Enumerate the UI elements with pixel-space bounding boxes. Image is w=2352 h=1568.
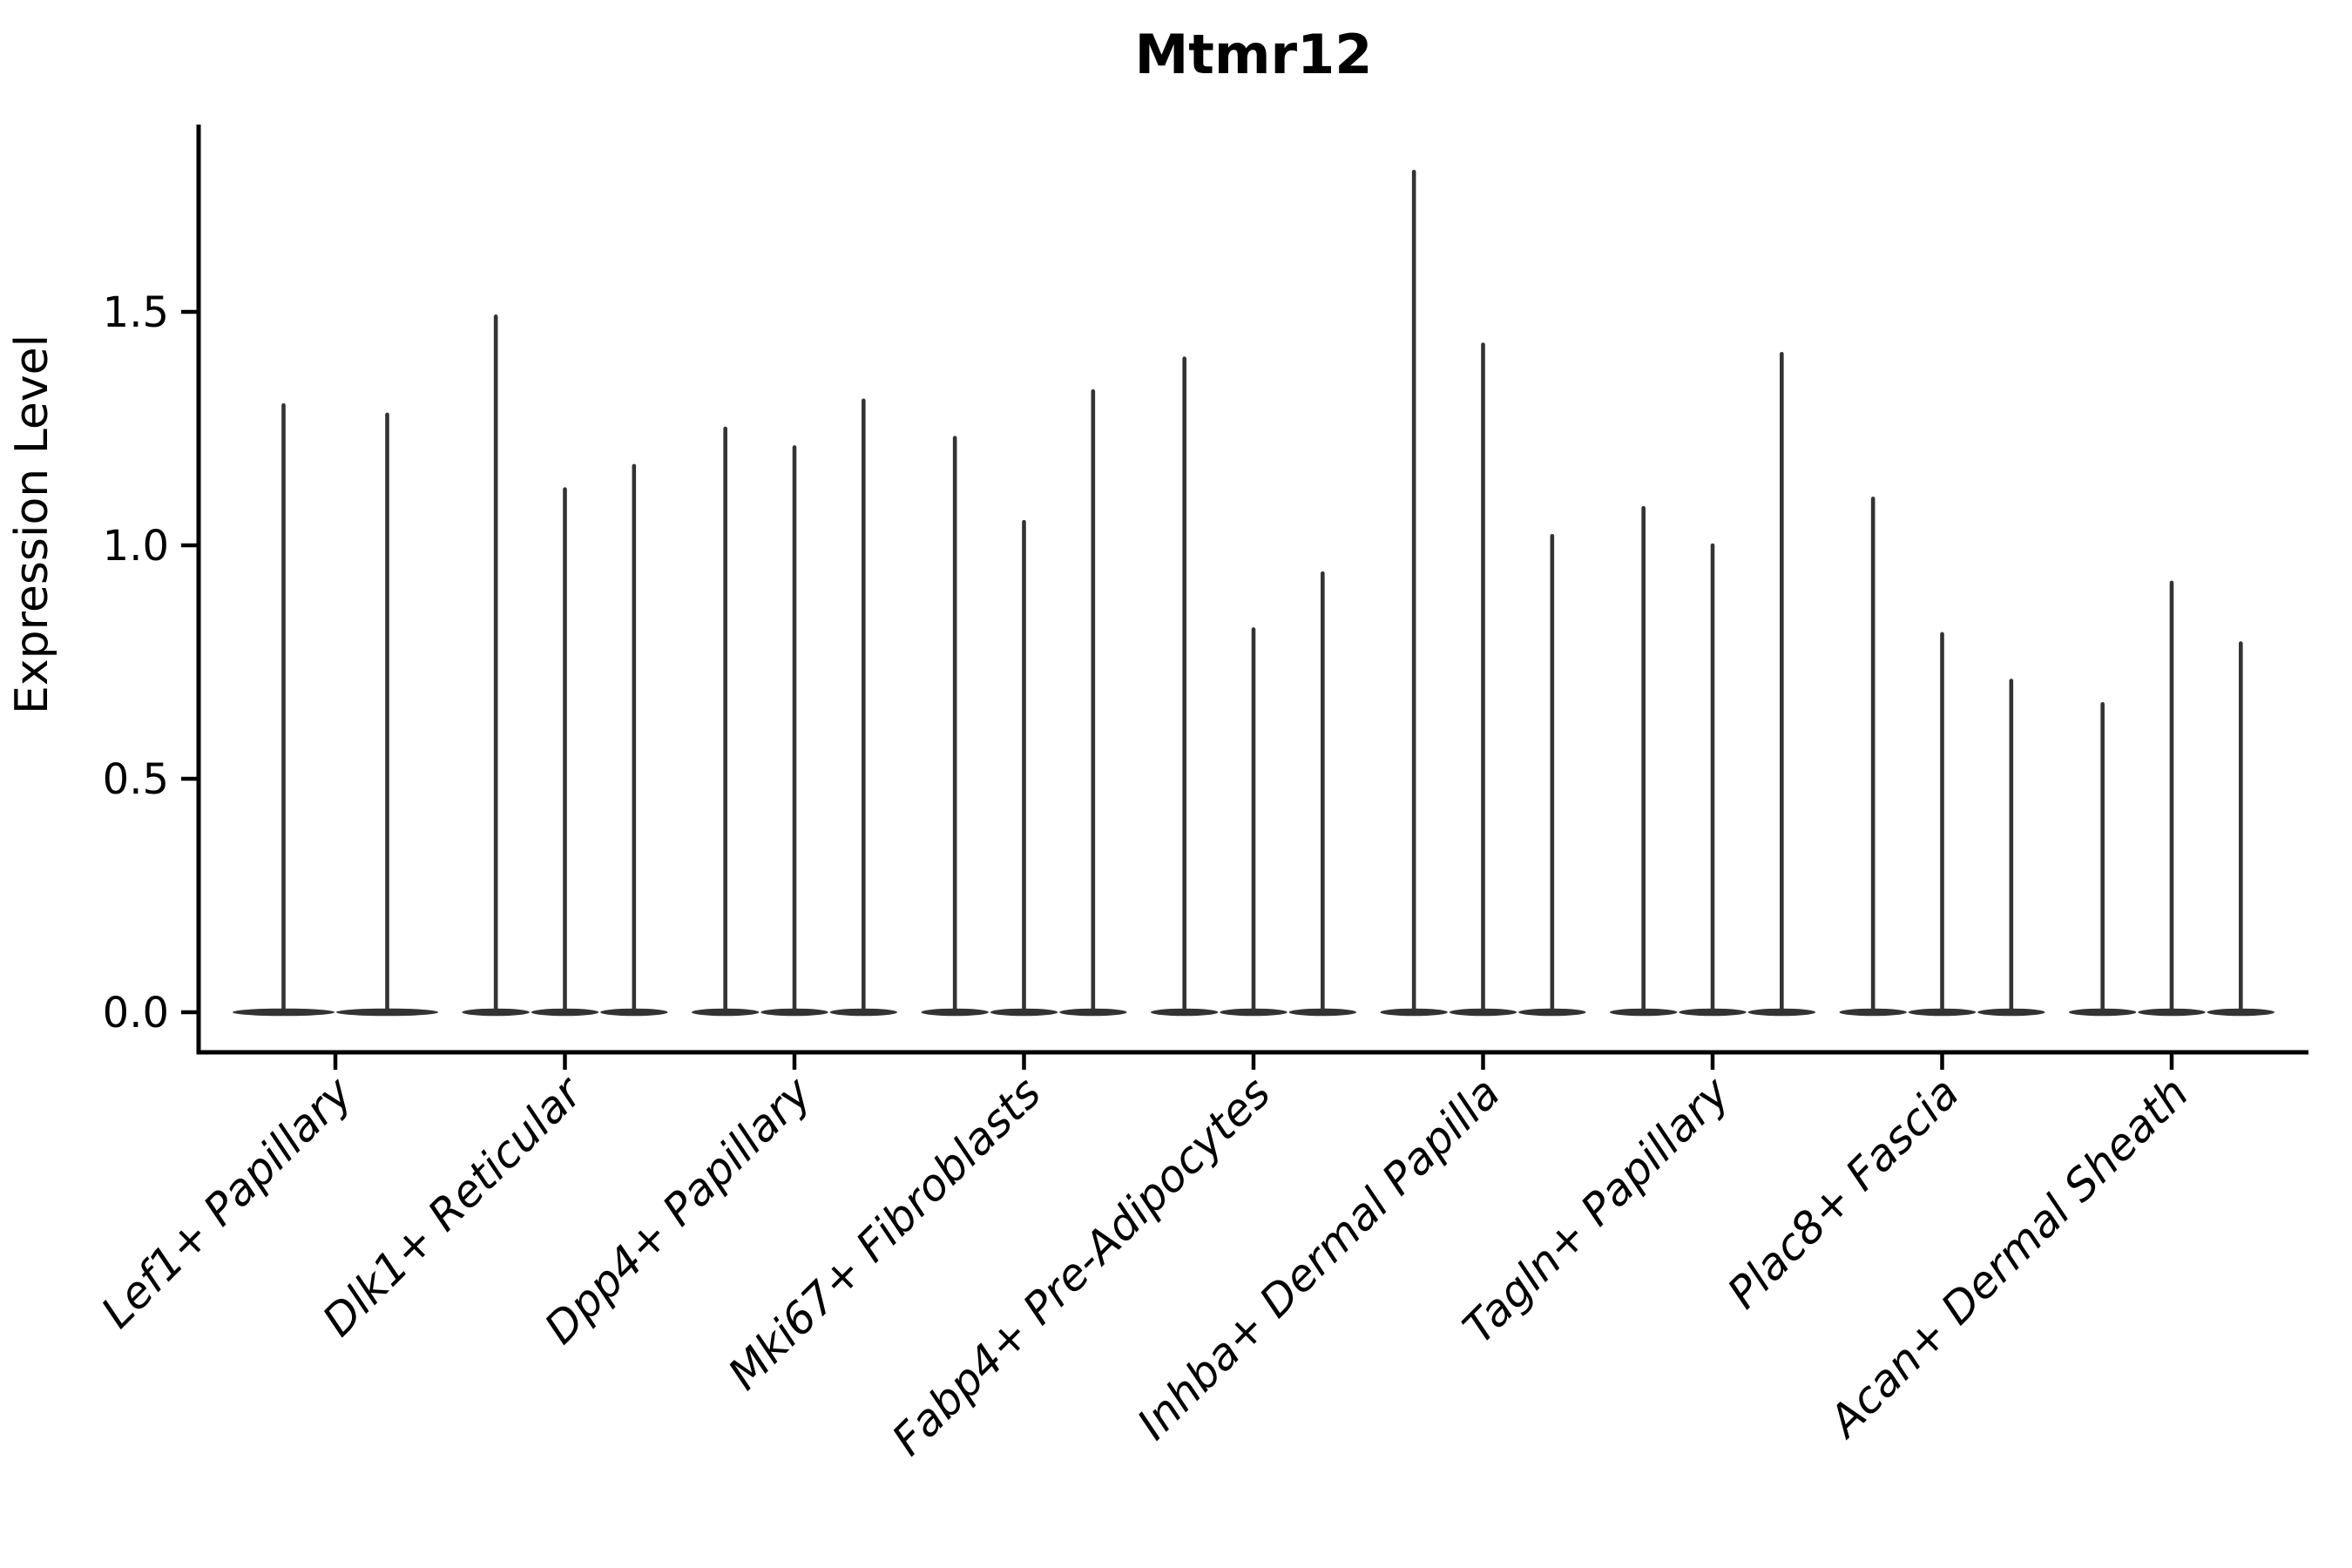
- y-tick-label: 1.0: [103, 522, 169, 571]
- x-tick-label: Plac8+ Fascia: [1718, 1067, 1969, 1318]
- y-axis-label: Expression Level: [6, 335, 58, 714]
- chart-title: Mtmr12: [1135, 23, 1373, 86]
- y-tick-label: 1.5: [103, 288, 169, 337]
- y-tick-label: 0.5: [103, 755, 169, 804]
- x-tick-label: Inhba+ Dermal Papilla: [1128, 1067, 1510, 1449]
- y-tick-label: 0.0: [103, 989, 169, 1037]
- x-tick-label: Fabp4+ Pre-Adipocytes: [882, 1067, 1281, 1465]
- x-tick-label: Lef1+ Papillary: [91, 1066, 362, 1337]
